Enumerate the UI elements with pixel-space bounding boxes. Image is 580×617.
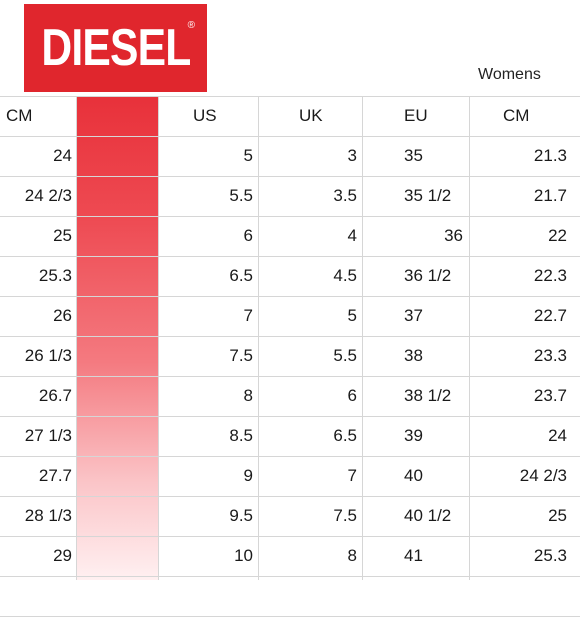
table-cell: 40 <box>404 466 423 485</box>
table-cell: 22.3 <box>533 266 567 285</box>
column-header: CM <box>503 106 530 125</box>
column-header: US <box>193 106 217 125</box>
table-cell: 7.5 <box>229 346 253 365</box>
table-cell: 24 <box>53 146 72 165</box>
table-cell: 26 1/3 <box>24 346 72 365</box>
table-cell: 24 2/3 <box>24 186 72 205</box>
grid-horizontal-line <box>0 96 580 97</box>
table-cell: 8 <box>243 386 253 405</box>
table-cell: 5.5 <box>229 186 253 205</box>
table-cell: 7 <box>347 466 357 485</box>
table-cell: 3 <box>347 146 357 165</box>
table-cell: 27 1/3 <box>24 426 72 445</box>
table-cell: 35 1/2 <box>404 186 452 205</box>
size-chart-grid <box>0 96 580 617</box>
grid-horizontal-line <box>0 216 580 217</box>
table-cell: 26.7 <box>38 386 72 405</box>
grid-horizontal-line <box>0 136 580 137</box>
table-cell: 5 <box>347 306 357 325</box>
table-cell: 5 <box>243 146 253 165</box>
table-cell: 27.7 <box>38 466 72 485</box>
table-cell: 3.5 <box>333 186 357 205</box>
table-cell: 26 <box>53 306 72 325</box>
grid-vertical-line <box>158 96 159 580</box>
table-cell: 23.3 <box>533 346 567 365</box>
table-cell: 22.7 <box>533 306 567 325</box>
grid-horizontal-line <box>0 336 580 337</box>
grid-horizontal-line <box>0 456 580 457</box>
table-cell: 6.5 <box>333 426 357 445</box>
table-cell: 7 <box>243 306 253 325</box>
table-cell: 23.7 <box>533 386 567 405</box>
table-cell: 38 <box>404 346 423 365</box>
grid-horizontal-line <box>0 416 580 417</box>
table-cell: 9.5 <box>229 506 253 525</box>
table-cell: 7.5 <box>333 506 357 525</box>
grid-horizontal-line <box>0 536 580 537</box>
table-cell: 38 1/2 <box>404 386 452 405</box>
grid-horizontal-line <box>0 176 580 177</box>
table-cell: 39 <box>404 426 423 445</box>
table-cell: 35 <box>404 146 423 165</box>
table-cell: 29 <box>53 546 72 565</box>
grid-horizontal-line <box>0 296 580 297</box>
table-cell: 8 <box>347 546 357 565</box>
table-cell: 4.5 <box>333 266 357 285</box>
table-cell: 28 1/3 <box>24 506 72 525</box>
table-cell: 36 1/2 <box>404 266 452 285</box>
grid-vertical-line <box>469 96 470 580</box>
table-cell: 25.3 <box>533 546 567 565</box>
table-cell: 25 <box>53 226 72 245</box>
table-cell: 40 1/2 <box>404 506 452 525</box>
grid-vertical-line <box>362 96 363 580</box>
registered-mark: ® <box>187 20 195 31</box>
table-cell: 25.3 <box>38 266 72 285</box>
diesel-logo: DIESEL ® <box>24 4 207 92</box>
column-header: UK <box>299 106 323 125</box>
grid-horizontal-line <box>0 376 580 377</box>
table-cell: 24 <box>548 426 567 445</box>
table-cell: 41 <box>404 546 423 565</box>
column-header: EU <box>404 106 428 125</box>
table-cell: 8.5 <box>229 426 253 445</box>
grid-vertical-line <box>76 96 77 580</box>
table-cell: 6 <box>347 386 357 405</box>
grid-horizontal-line <box>0 256 580 257</box>
womens-label: Womens <box>478 66 541 83</box>
table-cell: 6 <box>243 226 253 245</box>
column-header: CM <box>6 106 33 125</box>
table-cell: 24 2/3 <box>519 466 567 485</box>
grid-vertical-line <box>258 96 259 580</box>
grid-horizontal-line <box>0 576 580 577</box>
table-cell: 9 <box>243 466 253 485</box>
table-cell: 21.7 <box>533 186 567 205</box>
table-cell: 36 <box>444 226 463 245</box>
table-cell: 5.5 <box>333 346 357 365</box>
table-cell: 6.5 <box>229 266 253 285</box>
table-cell: 22 <box>548 226 567 245</box>
table-cell: 37 <box>404 306 423 325</box>
grid-horizontal-line <box>0 496 580 497</box>
logo-text: DIESEL <box>40 19 191 77</box>
table-cell: 4 <box>347 226 357 245</box>
table-cell: 21.3 <box>533 146 567 165</box>
table-cell: 10 <box>234 546 253 565</box>
table-cell: 25 <box>548 506 567 525</box>
